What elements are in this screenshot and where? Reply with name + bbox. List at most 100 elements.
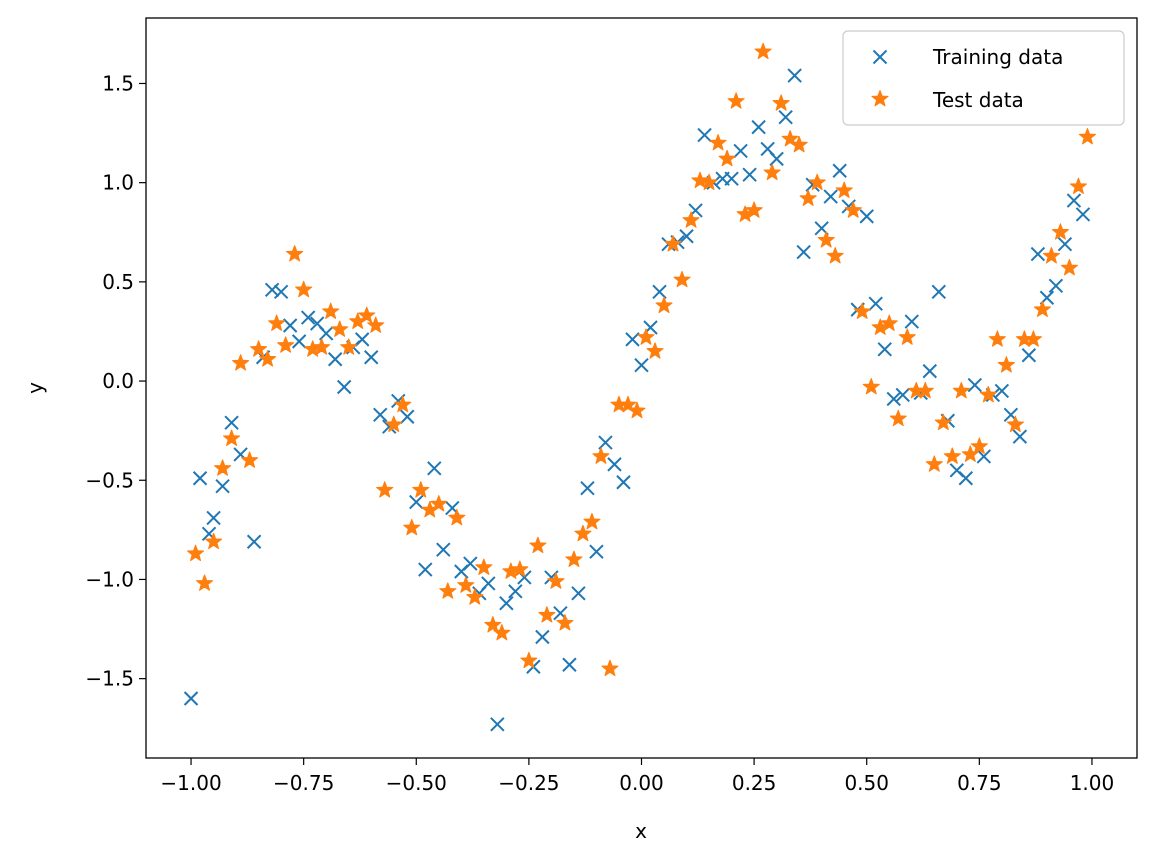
data-point (1075, 207, 1091, 222)
data-point (355, 332, 370, 347)
data-point (889, 409, 907, 427)
data-point (727, 92, 745, 109)
data-point (463, 556, 478, 571)
data-point (745, 201, 763, 218)
data-point (988, 330, 1006, 347)
x-axis-label: x (635, 819, 647, 843)
data-point (925, 455, 943, 472)
data-point (318, 326, 334, 341)
data-point (922, 363, 937, 379)
y-tick-label: 1.5 (102, 71, 134, 95)
data-point (697, 127, 712, 143)
data-point (724, 171, 739, 186)
data-point (204, 532, 223, 550)
data-point (215, 478, 230, 494)
x-tick-label: 0.00 (619, 771, 664, 795)
data-point (880, 314, 898, 331)
data-point (481, 576, 496, 591)
data-point (1060, 258, 1079, 276)
data-point (562, 657, 577, 672)
data-point (619, 395, 637, 413)
data-point (904, 314, 919, 329)
legend-marker-test (871, 90, 889, 107)
data-point (373, 407, 388, 422)
data-point (213, 459, 232, 476)
data-point (300, 310, 316, 325)
data-point (340, 338, 358, 355)
y-tick-label: −1.5 (85, 667, 134, 691)
y-tick-label: 0.0 (102, 369, 134, 393)
data-point (547, 572, 565, 589)
data-point (394, 395, 412, 413)
data-point (490, 717, 505, 732)
y-tick-label: −0.5 (85, 468, 134, 492)
data-point (637, 328, 655, 345)
y-axis-label: y (23, 382, 47, 394)
legend-label-training: Training data (932, 45, 1063, 69)
data-point (457, 576, 475, 593)
data-point (224, 415, 239, 430)
data-point (223, 429, 241, 446)
data-point (778, 109, 793, 125)
data-point (976, 449, 992, 464)
data-point (781, 130, 799, 147)
data-point (430, 495, 448, 512)
data-point (673, 270, 691, 288)
data-point (625, 332, 640, 347)
data-point (448, 508, 466, 526)
data-point (970, 437, 988, 454)
data-point (709, 133, 727, 151)
data-point (264, 282, 280, 298)
data-point (796, 244, 811, 260)
data-point (1006, 415, 1024, 433)
data-point (250, 340, 268, 357)
data-point (958, 471, 974, 486)
x-tick-label: −0.75 (273, 771, 334, 795)
data-point (1033, 300, 1051, 318)
data-point (877, 342, 892, 357)
data-point (331, 320, 349, 337)
data-point (403, 518, 421, 536)
series-test (186, 42, 1097, 677)
data-point (868, 296, 883, 311)
data-point (1021, 348, 1037, 363)
data-point (439, 582, 457, 599)
data-point (769, 151, 784, 167)
data-point (1057, 236, 1073, 252)
data-point (1012, 429, 1028, 444)
data-point (916, 381, 934, 399)
data-point (895, 387, 910, 403)
data-point (183, 691, 199, 706)
data-point (282, 318, 298, 333)
data-point (682, 211, 700, 228)
legend-label-test: Test data (932, 88, 1024, 112)
data-point (412, 481, 430, 498)
data-point (511, 560, 529, 577)
data-point (484, 616, 502, 633)
data-point (787, 68, 802, 83)
x-axis-ticks: −1.00 −0.75 −0.50 −0.25 0.00 0.25 0.50 0.75 1.00 (160, 758, 1114, 795)
y-tick-label: 1.0 (102, 171, 134, 195)
data-point (571, 586, 586, 601)
data-point (499, 596, 514, 611)
data-point (628, 401, 646, 419)
data-point (259, 350, 277, 367)
data-point (186, 544, 205, 562)
data-point (291, 334, 307, 349)
data-point (751, 119, 766, 135)
x-tick-label: −0.25 (498, 771, 559, 795)
data-point (763, 163, 781, 181)
data-point (286, 245, 304, 262)
data-point (859, 209, 874, 224)
data-point (418, 562, 433, 577)
data-point (358, 306, 376, 323)
data-point (1066, 193, 1082, 208)
chart-marks (183, 42, 1097, 732)
data-point (327, 352, 343, 367)
data-point (192, 471, 208, 486)
data-point (817, 231, 835, 248)
data-point (580, 480, 595, 496)
y-tick-label: 0.5 (102, 270, 134, 294)
data-point (1048, 278, 1064, 294)
data-point (979, 385, 997, 403)
